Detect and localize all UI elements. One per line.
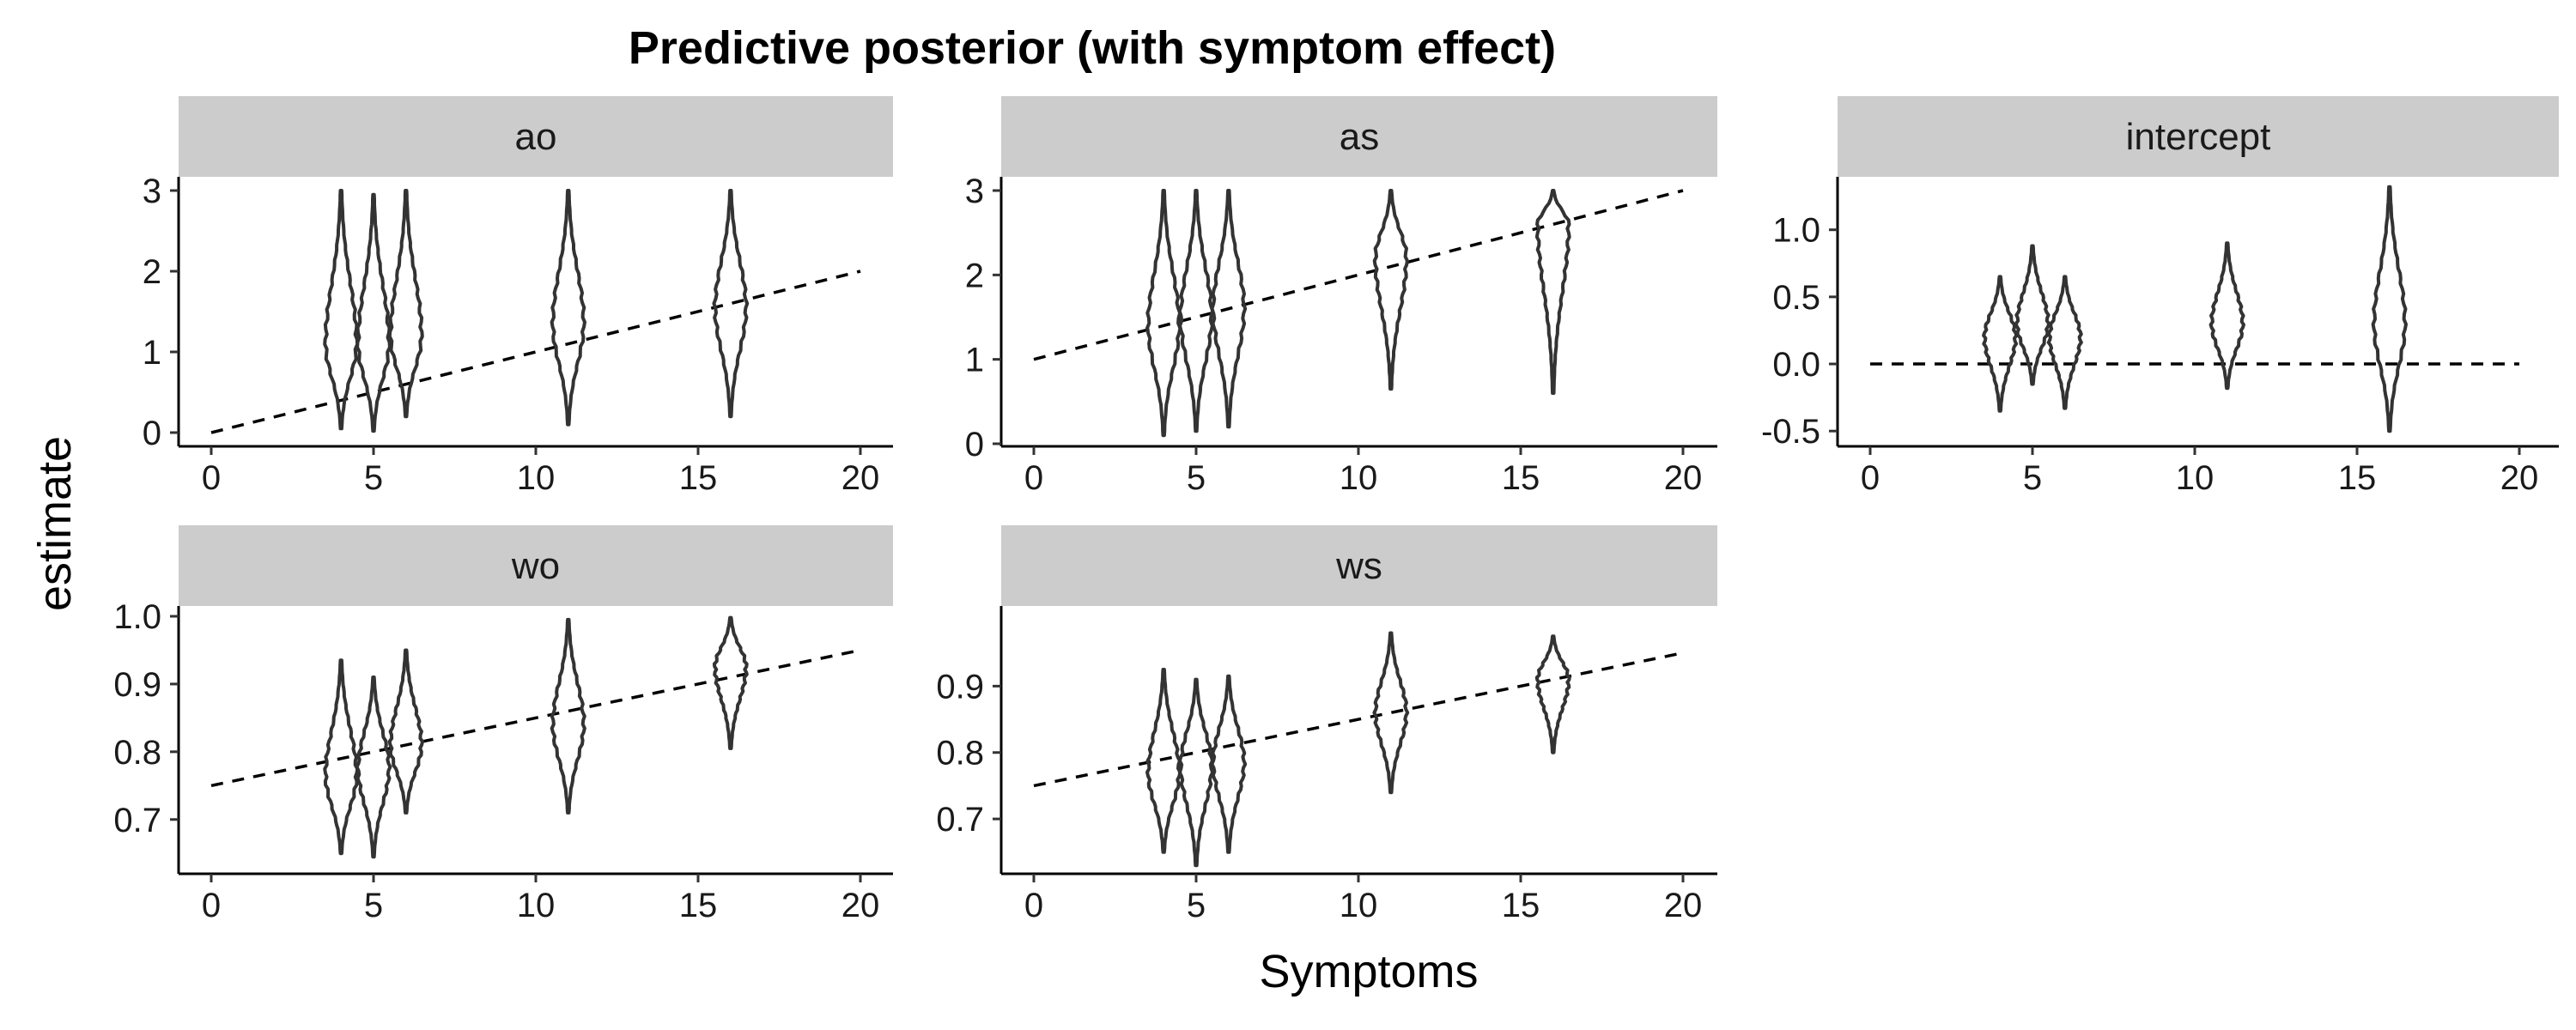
x-tick-label: 10 [1340,459,1378,497]
x-tick-label: 5 [1187,459,1206,497]
reference-line [210,648,861,788]
x-tick-label: 0 [202,887,221,924]
violin-x6 [2046,275,2083,410]
violin-x4 [1982,275,2019,413]
reference-line [1033,651,1684,788]
y-tick-label: 0.9 [113,666,161,704]
violin-x16 [1534,634,1571,754]
violin-x4 [1145,668,1182,854]
violin-x16 [1534,189,1571,395]
x-tick-label: 20 [841,459,880,497]
y-tick-label: 3 [965,173,984,210]
facet-strip-label: ao [515,116,557,158]
y-tick-label: 1 [143,334,161,372]
violin-x11 [2208,241,2245,391]
y-tick-label: 0.9 [936,668,984,706]
violin-x4 [323,658,360,856]
facet-strip-label: ws [1335,545,1382,587]
facet-strip [1838,96,2559,177]
facet-strip-label: wo [511,545,560,587]
violin-x6 [1210,674,1248,854]
y-tick-label: 0.7 [936,801,984,839]
x-tick-label: 20 [2500,459,2539,497]
facet-panel-ao: ao 0 5 10 15 20 0 1 2 3 [143,96,893,497]
violin-x5 [2014,244,2051,386]
violin-x5 [1177,189,1215,433]
x-tick-label: 0 [1024,887,1043,924]
facet-strip [1001,96,1717,177]
reference-line [1033,189,1684,361]
y-axis-title: estimate [29,436,81,611]
x-tick-label: 0 [1861,459,1880,497]
violin-x5 [1177,677,1215,868]
violin-x16 [712,189,750,419]
y-tick-label: 1.0 [113,598,161,636]
y-tick-label: 1 [965,342,984,379]
y-tick-label: 0 [965,426,984,464]
facet-panel-as: as 0 5 10 15 20 0 1 2 3 [965,96,1717,497]
x-axis-title: Symptoms [1259,946,1478,997]
y-tick-label: 0.5 [1772,279,1820,317]
x-tick-label: 0 [1024,459,1043,497]
violin-x11 [1372,189,1409,391]
x-tick-label: 5 [1187,887,1206,924]
x-tick-label: 10 [2176,459,2215,497]
y-tick-label: 1.0 [1772,212,1820,250]
facet-panel-ws: ws 0 5 10 15 20 0.7 0.8 0.9 [936,525,1717,924]
violin-x16 [712,615,749,750]
chart-title: Predictive posterior (with symptom effec… [629,22,1556,74]
x-tick-label: 10 [517,459,556,497]
x-tick-label: 20 [841,887,880,924]
facet-strip [179,525,893,606]
y-tick-label: 3 [143,173,161,210]
y-tick-label: 2 [965,257,984,294]
y-tick-label: 0.7 [113,802,161,839]
violin-x11 [1372,631,1410,795]
x-tick-label: 15 [1502,459,1540,497]
violin-x5 [355,192,392,433]
reference-line [210,270,861,434]
x-tick-label: 5 [364,459,383,497]
violin-x16 [2371,185,2408,433]
facet-strip-label: as [1340,116,1379,158]
x-tick-label: 15 [2338,459,2377,497]
y-tick-label: -0.5 [1761,413,1820,451]
x-tick-label: 15 [679,459,718,497]
x-tick-label: 5 [364,887,383,924]
violin-x11 [550,617,586,815]
facet-strip-label: intercept [2126,116,2271,158]
violin-x5 [355,676,392,859]
x-tick-label: 10 [1340,887,1378,924]
y-tick-label: 0.0 [1772,346,1820,384]
violin-x4 [323,189,360,431]
facet-panel-wo: wo 0 5 10 15 20 0.7 0.8 0.9 1.0 [113,525,893,924]
x-tick-label: 5 [2023,459,2042,497]
violin-x6 [1210,189,1248,429]
y-tick-label: 2 [143,253,161,291]
facet-panels: ao 0 5 10 15 20 0 1 2 3 as 0 5 10 15 20 0 1 2 3 intercept 0 5 1… [113,96,2559,924]
violin-x6 [387,648,424,815]
x-tick-label: 0 [202,459,221,497]
y-tick-label: 0.8 [936,735,984,772]
x-tick-label: 15 [1502,887,1540,924]
x-tick-label: 20 [1664,887,1703,924]
x-tick-label: 10 [517,887,556,924]
facet-panel-intercept: intercept 0 5 10 15 20 -0.5 0.0 0.5 1.0 [1761,96,2559,497]
violin-x11 [550,189,586,427]
facet-strip [1001,525,1717,606]
y-tick-label: 0 [143,415,161,452]
x-tick-label: 15 [679,887,718,924]
facet-strip [179,96,893,177]
violin-x6 [387,189,424,419]
x-tick-label: 20 [1664,459,1703,497]
y-tick-label: 0.8 [113,734,161,772]
violin-x4 [1145,189,1182,438]
